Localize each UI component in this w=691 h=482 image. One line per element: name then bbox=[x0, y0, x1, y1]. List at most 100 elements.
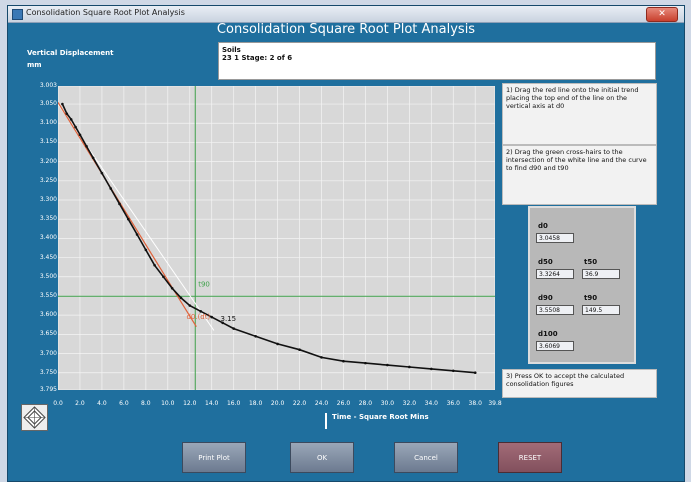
curve-point bbox=[179, 296, 183, 300]
curve-point bbox=[69, 118, 73, 121]
y-tick-label: 3.700 bbox=[39, 349, 57, 357]
d50-label: d50 bbox=[538, 258, 553, 266]
d0-value: 3.0458 bbox=[536, 233, 574, 243]
curve-point bbox=[408, 365, 411, 369]
x-tick-label: 16.0 bbox=[226, 400, 241, 407]
x-tick-label: 20.0 bbox=[270, 400, 285, 407]
app-icon bbox=[12, 9, 23, 20]
curve-point bbox=[85, 144, 88, 148]
y-tick-label: 3.600 bbox=[39, 311, 57, 319]
curve-point bbox=[100, 171, 104, 175]
soils-label: Soils bbox=[222, 46, 241, 54]
curve-point bbox=[298, 348, 301, 351]
ok-button[interactable]: OK bbox=[290, 442, 354, 473]
d90-label: d90 bbox=[538, 294, 553, 302]
x-tick-label: 0.0 bbox=[53, 400, 63, 407]
y-tick-label: 3.650 bbox=[39, 330, 57, 338]
x-tick-label: 39.8 bbox=[488, 400, 502, 407]
curve-point bbox=[188, 304, 192, 307]
x-tick-label: 32.0 bbox=[402, 400, 417, 407]
pan-zoom-icon[interactable] bbox=[21, 404, 48, 431]
t90-marker-label: t90 bbox=[198, 280, 210, 288]
x-tick-label: 22.0 bbox=[292, 400, 307, 407]
curve-point bbox=[170, 286, 174, 290]
x-tick-label: 24.0 bbox=[314, 400, 329, 407]
y-tick-label: 3.300 bbox=[39, 196, 57, 203]
curve-point bbox=[320, 356, 323, 359]
reset-button[interactable]: RESET bbox=[498, 442, 562, 473]
cancel-button[interactable]: Cancel bbox=[394, 442, 458, 473]
d90-value-label: 3.15 bbox=[221, 315, 237, 323]
y-tick-label: 3.100 bbox=[39, 119, 57, 127]
plot-area[interactable]: t90 d0.(dt) 3.15 bbox=[58, 86, 495, 390]
y-axis-unit: mm bbox=[27, 61, 42, 69]
x-tick-label: 34.0 bbox=[424, 400, 438, 407]
curve-point bbox=[126, 217, 130, 221]
x-tick-label: 36.0 bbox=[446, 400, 460, 407]
curve-point bbox=[386, 363, 389, 367]
curve-point bbox=[342, 359, 345, 363]
curve-point bbox=[254, 334, 257, 338]
y-tick-label: 3.350 bbox=[39, 215, 57, 223]
curve-point bbox=[61, 102, 64, 106]
x-tick-label: 6.0 bbox=[119, 400, 129, 407]
y-tick-label: 3.550 bbox=[39, 291, 57, 299]
curve-point bbox=[430, 367, 433, 371]
y-axis-title: Vertical Displacement bbox=[27, 49, 114, 57]
y-tick-label: 3.200 bbox=[39, 157, 57, 165]
curve-point bbox=[451, 369, 455, 373]
y-tick-label: 3.400 bbox=[39, 234, 57, 242]
instruction-step2: 2) Drag the green cross-hairs to the int… bbox=[502, 145, 657, 205]
d100-label: d100 bbox=[538, 330, 558, 338]
d0-label: d0 bbox=[538, 222, 548, 230]
y-tick-label: 3.795 bbox=[39, 386, 57, 393]
x-tick-label: 30.0 bbox=[380, 400, 395, 407]
x-tick-label: 38.0 bbox=[468, 400, 482, 407]
title-bar: Consolidation Square Root Plot Analysis … bbox=[8, 6, 684, 23]
instruction-step1: 1) Drag the red line onto the initial tr… bbox=[502, 83, 657, 145]
t90-value: 149.5 bbox=[582, 305, 620, 315]
page-title: Consolidation Square Root Plot Analysis bbox=[216, 22, 476, 37]
soils-value: 23 1 Stage: 2 of 6 bbox=[222, 54, 293, 62]
curve-point bbox=[473, 371, 477, 375]
x-tick-label: 28.0 bbox=[358, 400, 373, 407]
curve-point bbox=[144, 248, 148, 252]
soils-info-box: Soils 23 1 Stage: 2 of 6 bbox=[218, 42, 656, 80]
curve-point bbox=[364, 361, 367, 365]
d100-value: 3.6069 bbox=[536, 341, 574, 351]
curve-point bbox=[221, 321, 224, 325]
y-tick-label: 3.450 bbox=[39, 253, 57, 261]
d90-value: 3.5508 bbox=[536, 305, 574, 315]
y-tick-label: 3.050 bbox=[39, 100, 57, 108]
consolidation-plot[interactable]: t90 d0.(dt) 3.15 bbox=[58, 86, 495, 390]
x-tick-label: 14.0 bbox=[205, 400, 219, 407]
x-tick-label: 2.0 bbox=[75, 400, 85, 407]
curve-point bbox=[232, 327, 235, 330]
curve-point bbox=[118, 202, 121, 206]
curve-point bbox=[135, 233, 139, 236]
x-tick-label: 10.0 bbox=[161, 400, 175, 407]
curve-point bbox=[153, 263, 156, 267]
y-tick-label: 3.750 bbox=[39, 368, 57, 376]
instruction-step3: 3) Press OK to accept the calculated con… bbox=[502, 369, 657, 398]
x-tick-label: 8.0 bbox=[141, 400, 151, 407]
window-title: Consolidation Square Root Plot Analysis bbox=[26, 8, 185, 17]
t50-value: 36.9 bbox=[582, 269, 620, 279]
close-button[interactable]: ✕ bbox=[646, 7, 678, 22]
y-tick-label: 3.003 bbox=[39, 82, 57, 89]
x-tick-label: 4.0 bbox=[97, 400, 107, 407]
x-axis-title: Time - Square Root Mins bbox=[325, 413, 429, 429]
results-panel: d0 3.0458 d50 3.3264 t50 36.9 d90 3.5508… bbox=[528, 206, 636, 364]
x-tick-label: 12.0 bbox=[183, 400, 197, 407]
d50-value: 3.3264 bbox=[536, 269, 574, 279]
curve-point bbox=[109, 187, 113, 190]
curve-point bbox=[65, 112, 69, 115]
plot-frame: 3.003 3.050 3.100 3.150 3.200 3.250 3.300 3.350… bbox=[27, 82, 502, 407]
curve-point bbox=[91, 156, 95, 160]
t50-label: t50 bbox=[584, 258, 598, 266]
print-plot-button[interactable]: Print Plot bbox=[182, 442, 246, 473]
curve-point bbox=[199, 310, 203, 313]
y-tick-label: 3.500 bbox=[39, 272, 57, 280]
curve-point bbox=[276, 342, 279, 346]
d90-marker-label: d0.(dt) bbox=[186, 313, 210, 321]
